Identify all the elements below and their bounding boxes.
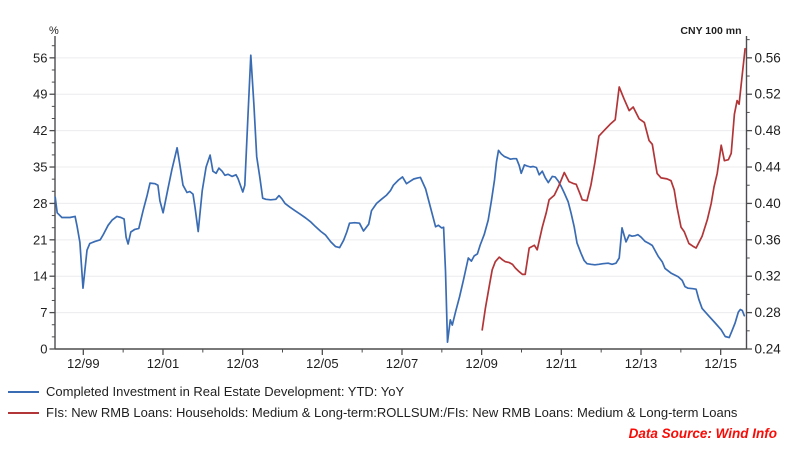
y-tick-label: 42: [33, 123, 47, 138]
legend-line-swatch-blue: [8, 390, 39, 393]
series-line-1: [481, 47, 746, 331]
y-tick-label: 0.44: [755, 160, 782, 175]
x-tick-label: 12/05: [306, 356, 339, 371]
legend-line-swatch-red: [8, 411, 39, 414]
legend: Completed Investment in Real Estate Deve…: [0, 381, 800, 423]
y-tick-label: 0.56: [755, 50, 781, 65]
y-axis-right: 0.24 0.28 0.32 0.36 0.40 0.44 0.48 0.52 0.56 CNY …: [680, 25, 781, 357]
legend-item-investment: Completed Investment in Real Estate Deve…: [0, 381, 800, 402]
x-axis: 12/99 12/01 12/03 12/05 12/07 12/09 12/11 12/13…: [67, 349, 737, 371]
y-tick-label: 21: [33, 232, 47, 247]
y-tick-label: 7: [40, 305, 47, 320]
gridlines: [55, 57, 747, 314]
y-tick-label: 49: [33, 87, 47, 102]
x-tick-label: 12/03: [226, 356, 259, 371]
y-tick-label: 56: [33, 50, 47, 65]
x-tick-label: 12/99: [67, 356, 100, 371]
y-tick-label: 0.40: [755, 196, 781, 211]
y-tick-label: 14: [33, 269, 47, 284]
legend-item-loan-ratio: FIs: New RMB Loans: Households: Medium &…: [0, 402, 800, 423]
y-tick-label: 0.24: [755, 342, 782, 357]
x-tick-label: 12/07: [386, 356, 419, 371]
legend-label-investment: Completed Investment in Real Estate Deve…: [46, 384, 405, 399]
y-tick-label: 0.36: [755, 232, 781, 247]
y-tick-label: 0.28: [755, 305, 781, 320]
y-tick-label: 0.52: [755, 87, 781, 102]
left-axis-unit: %: [49, 25, 59, 37]
y-tick-label: 0.48: [755, 123, 781, 138]
y-tick-label: 28: [33, 196, 47, 211]
dual-axis-line-chart: 0 7 14 21 28 35 42 49 56% 0.24 0.28 0.32 0.36 0.40 0.4…: [33, 25, 781, 371]
x-tick-label: 12/11: [546, 356, 578, 371]
data-source: Data Source: Wind Info: [628, 426, 777, 441]
right-axis-unit: CNY 100 mn: [680, 25, 741, 37]
x-tick-label: 12/13: [625, 356, 658, 371]
series-line-0: [54, 54, 746, 344]
x-tick-label: 12/15: [704, 356, 737, 371]
x-tick-label: 12/01: [147, 356, 180, 371]
legend-label-loan-ratio: FIs: New RMB Loans: Households: Medium &…: [46, 405, 738, 420]
y-axis-left: 0 7 14 21 28 35 42 49 56%: [33, 25, 59, 357]
x-tick-label: 12/09: [465, 356, 498, 371]
y-tick-label: 35: [33, 160, 47, 175]
y-tick-label: 0: [40, 342, 47, 357]
y-tick-label: 0.32: [755, 269, 781, 284]
axes: [54, 36, 748, 350]
